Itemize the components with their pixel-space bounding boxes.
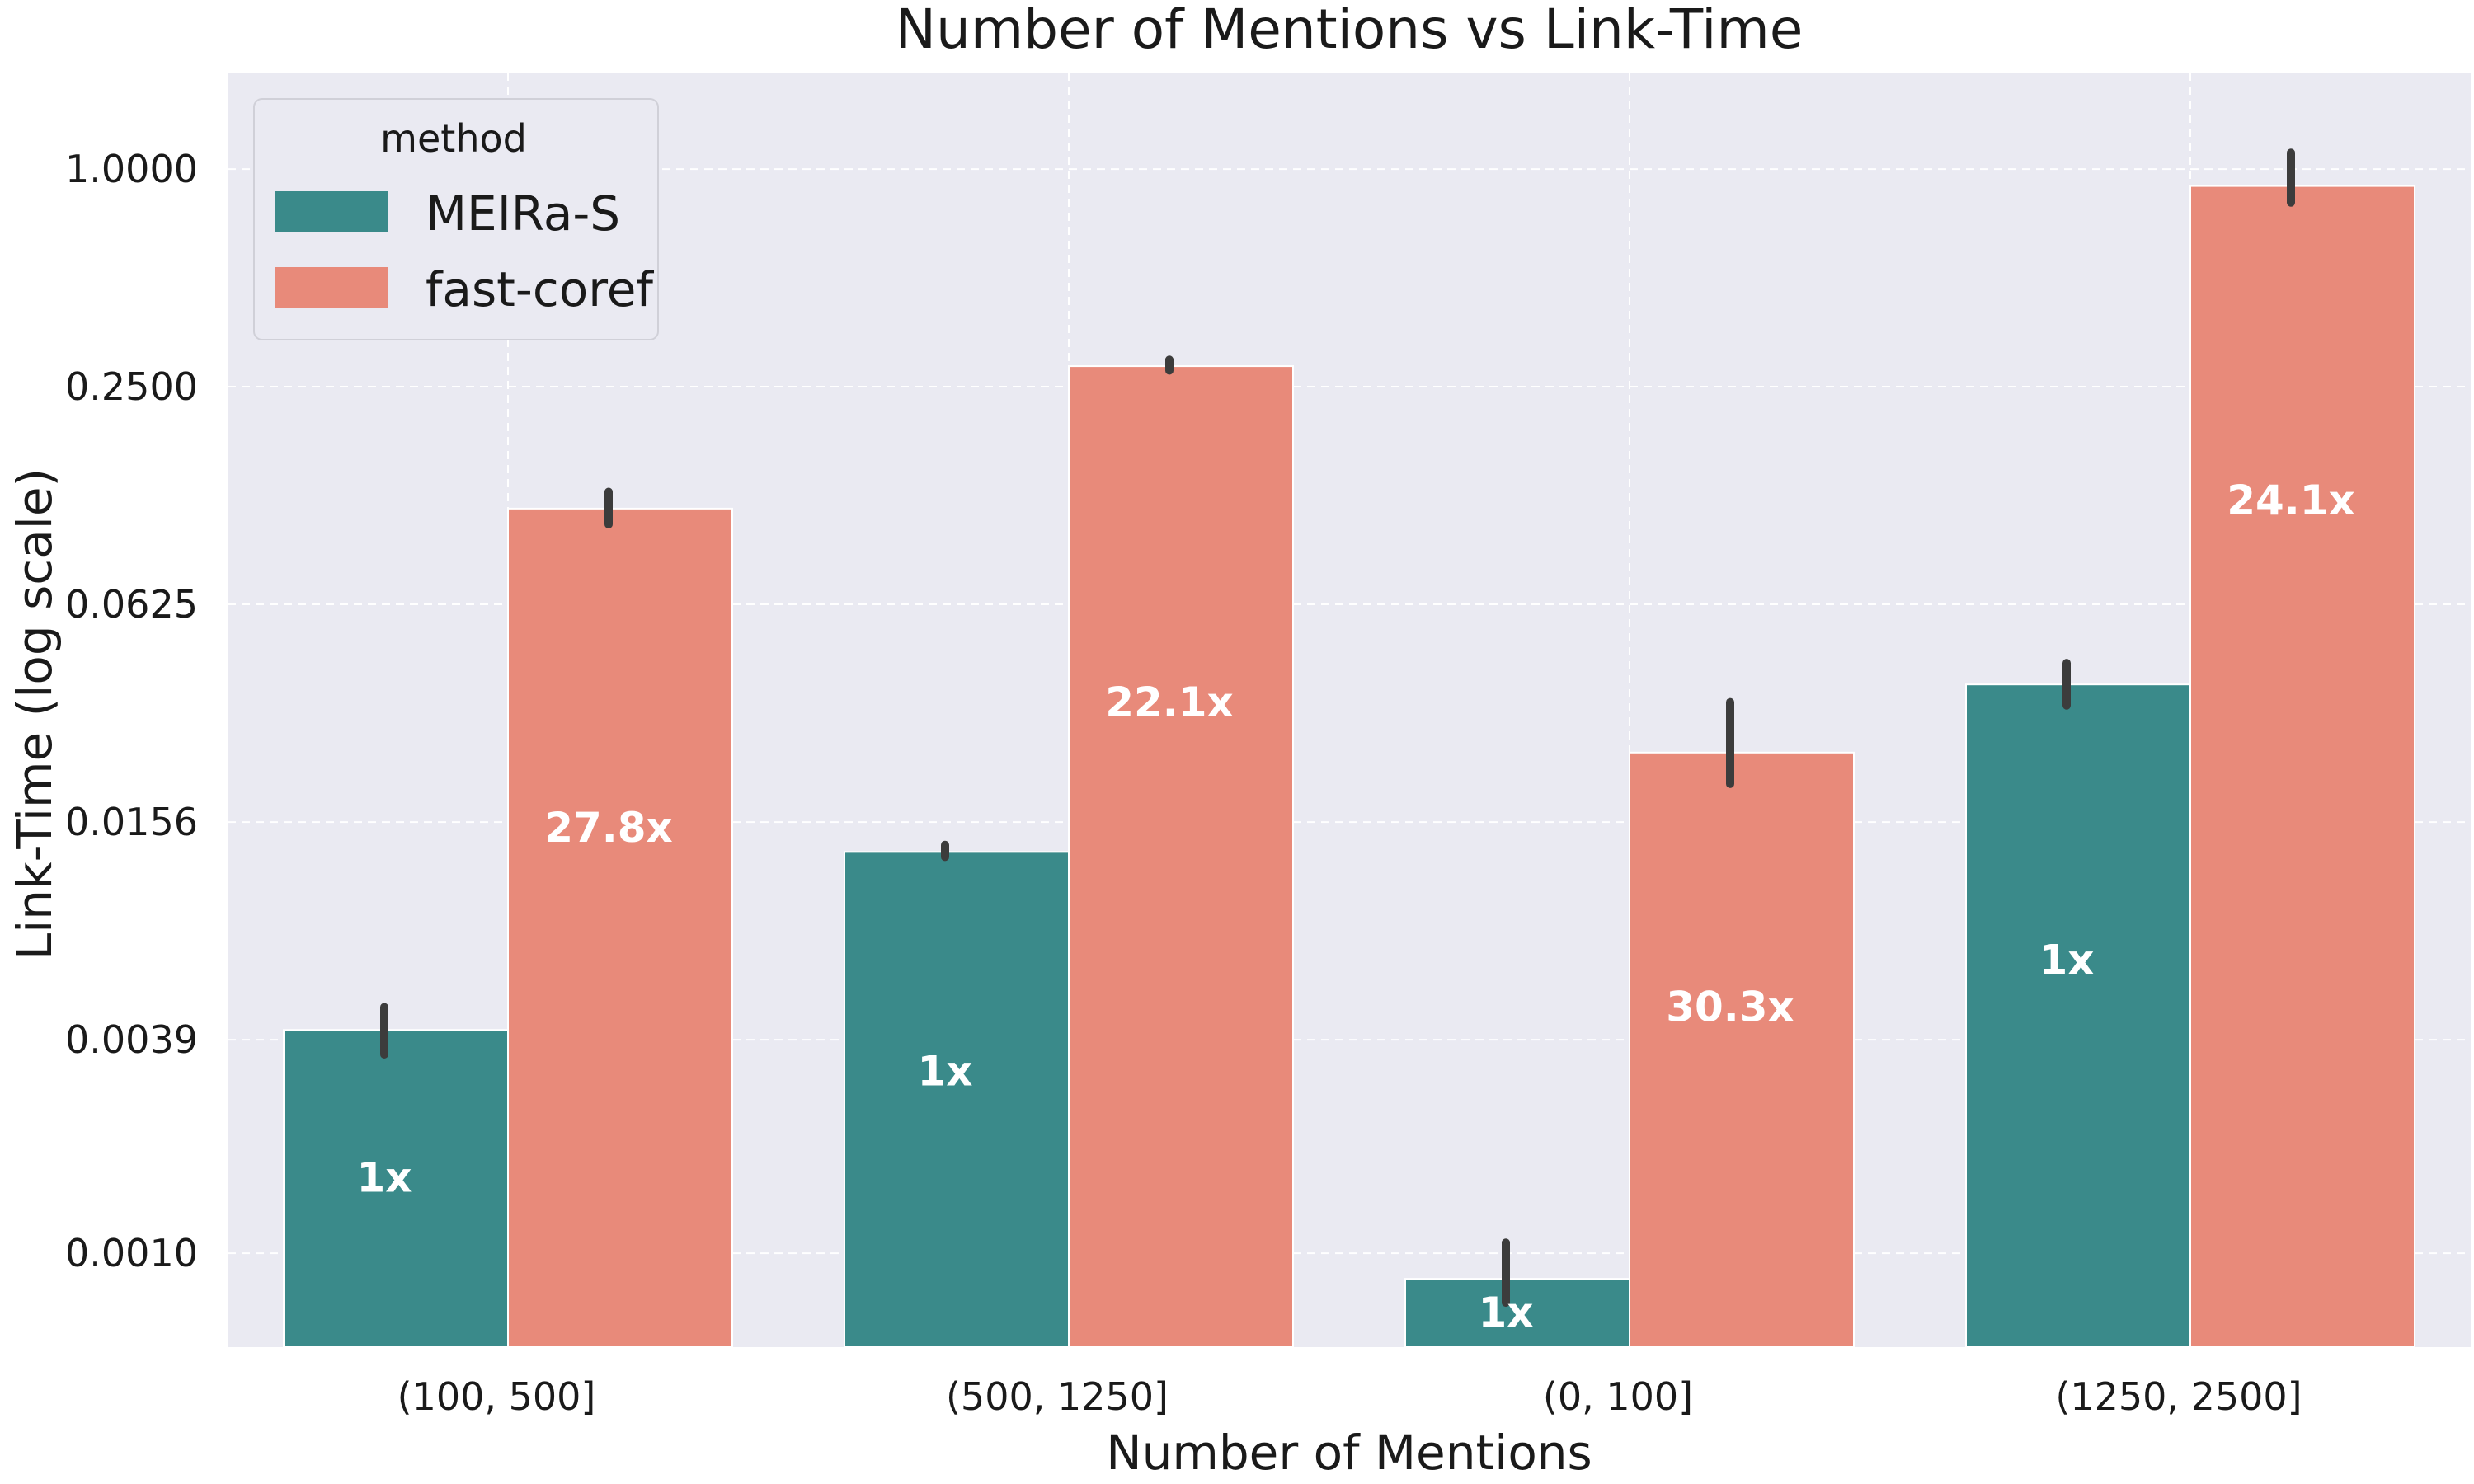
legend-entry-fast-coref: fast-coref: [426, 261, 654, 317]
x-tick-label: (100, 500]: [397, 1374, 596, 1419]
legend[interactable]: method MEIRa-S fast-coref: [253, 98, 659, 340]
bar-fast-coref-100-500: [507, 507, 733, 1348]
bar-fast-coref-1250-2500: [2189, 185, 2415, 1348]
legend-entry-meira-s: MEIRa-S: [426, 186, 620, 242]
y-tick-label: 0.0625: [65, 582, 198, 627]
y-tick-label: 1.0000: [65, 147, 198, 191]
bar-label-fast-coref-1250-2500: 24.1x: [2227, 477, 2355, 524]
bar-label-meira-s-0-100: 1x: [1478, 1289, 1533, 1336]
y-tick-label: 0.0010: [65, 1231, 198, 1275]
bar-labels: 1x 1x 1x 1x 27.8x 22.1x 30.3x 24.1x: [356, 477, 2354, 1336]
bar-label-meira-s-1250-2500: 1x: [2039, 937, 2094, 984]
y-tick-label: 0.2500: [65, 364, 198, 409]
bar-label-fast-coref-100-500: 27.8x: [544, 804, 673, 852]
bar-fast-coref-0-100: [1629, 751, 1855, 1348]
bar-meira-s-100-500: [283, 1029, 509, 1349]
y-ticks: 0.0010 0.0039 0.0156 0.0625 0.2500 1.0000: [65, 147, 198, 1275]
bar-label-meira-s-100-500: 1x: [356, 1154, 412, 1202]
bar-label-fast-coref-0-100: 30.3x: [1666, 983, 1794, 1031]
y-axis-label: Link-Time (log scale): [7, 468, 63, 960]
legend-title: method: [380, 116, 527, 161]
chart-title: Number of Mentions vs Link-Time: [896, 0, 1804, 61]
x-ticks: (100, 500] (500, 1250] (0, 100] (1250, 2500…: [397, 1374, 2302, 1419]
legend-swatch-fast-coref: [275, 267, 388, 308]
bar-meira-s-500-1250: [844, 851, 1070, 1348]
y-tick-label: 0.0156: [65, 800, 198, 844]
error-bars: [380, 148, 2295, 1308]
x-tick-label: (1250, 2500]: [2055, 1374, 2302, 1419]
x-tick-label: (0, 100]: [1543, 1374, 1693, 1419]
bars: [283, 185, 2415, 1349]
x-axis-label: Number of Mentions: [1106, 1425, 1592, 1481]
bar-fast-coref-500-1250: [1068, 365, 1294, 1348]
bar-label-meira-s-500-1250: 1x: [917, 1047, 972, 1095]
bar-meira-s-1250-2500: [1965, 683, 2191, 1348]
y-tick-label: 0.0039: [65, 1017, 198, 1062]
bar-label-fast-coref-500-1250: 22.1x: [1105, 679, 1234, 726]
x-tick-label: (500, 1250]: [946, 1374, 1169, 1419]
legend-swatch-meira-s: [275, 191, 388, 232]
